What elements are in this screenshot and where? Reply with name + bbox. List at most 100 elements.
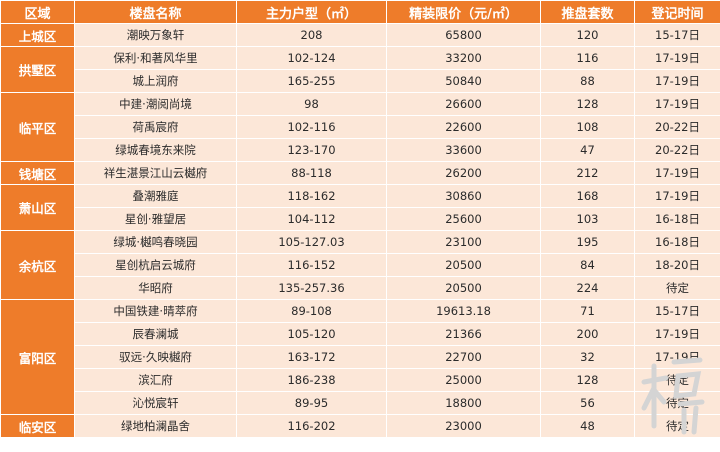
- unit-size-cell: 89-95: [236, 391, 387, 415]
- unit-size-cell: 105-120: [236, 322, 387, 346]
- unit-count-cell: 108: [540, 115, 635, 139]
- project-name-cell: 星创·雅望居: [74, 207, 237, 231]
- unit-count-cell: 84: [540, 253, 635, 277]
- project-name-cell: 祥生湛景江山云樾府: [74, 161, 237, 185]
- price-limit-cell: 65800: [386, 23, 541, 47]
- price-limit-cell: 26600: [386, 92, 541, 116]
- unit-count-cell: 48: [540, 414, 635, 438]
- project-name-cell: 绿城·樾鸣春晓园: [74, 230, 237, 254]
- table-row: 临平区 中建·潮阅尚境 98 26600 128 17-19日: [0, 92, 720, 162]
- project-name-cell: 绿地柏澜晶舍: [74, 414, 237, 438]
- header-unit-count: 推盘套数: [540, 0, 635, 24]
- table-row: 绿城春境东来院 123-170 33600 47 20-22日: [1, 138, 720, 162]
- unit-size-cell: 208: [236, 23, 387, 47]
- registration-time-cell: 待定: [634, 368, 720, 392]
- district-cell: 萧山区: [0, 184, 75, 231]
- table-row: 临安区 绿地柏澜晶舍 116-202 23000 48 待定: [0, 414, 720, 438]
- unit-count-cell: 128: [540, 92, 635, 116]
- registration-time-cell: 17-19日: [634, 161, 720, 185]
- price-limit-cell: 18800: [386, 391, 541, 415]
- unit-size-cell: 102-116: [236, 115, 387, 139]
- unit-count-cell: 32: [540, 345, 635, 369]
- registration-time-cell: 15-17日: [634, 299, 720, 323]
- unit-count-cell: 47: [540, 138, 635, 162]
- unit-count-cell: 103: [540, 207, 635, 231]
- project-name-cell: 中建·潮阅尚境: [74, 92, 237, 116]
- registration-time-cell: 16-18日: [634, 230, 720, 254]
- price-limit-cell: 25000: [386, 368, 541, 392]
- registration-time-cell: 17-19日: [634, 322, 720, 346]
- unit-size-cell: 98: [236, 92, 387, 116]
- table-row: 余杭区 绿城·樾鸣春晓园 105-127.03 23100 195 16-18日: [0, 230, 720, 300]
- price-limit-cell: 23100: [386, 230, 541, 254]
- project-name-cell: 沁悦宸轩: [74, 391, 237, 415]
- price-limit-cell: 21366: [386, 322, 541, 346]
- unit-size-cell: 116-202: [236, 414, 387, 438]
- price-limit-cell: 33600: [386, 138, 541, 162]
- registration-time-cell: 17-19日: [634, 46, 720, 70]
- header-project-name: 楼盘名称: [74, 0, 237, 24]
- table-body: 上城区 潮映万象轩 208 65800 120 15-17日 拱墅区 保利·和著风华里 102-…: [0, 23, 720, 438]
- table-row: 上城区 潮映万象轩 208 65800 120 15-17日: [0, 23, 720, 47]
- price-limit-cell: 22600: [386, 115, 541, 139]
- district-cell: 富阳区: [0, 299, 75, 415]
- price-limit-cell: 50840: [386, 69, 541, 93]
- price-limit-cell: 22700: [386, 345, 541, 369]
- unit-size-cell: 135-257.36: [236, 276, 387, 300]
- registration-time-cell: 17-19日: [634, 184, 720, 208]
- registration-time-cell: 17-19日: [634, 92, 720, 116]
- project-name-cell: 保利·和著风华里: [74, 46, 237, 70]
- district-cell: 余杭区: [0, 230, 75, 300]
- unit-size-cell: 89-108: [236, 299, 387, 323]
- unit-size-cell: 104-112: [236, 207, 387, 231]
- table-row: 滨汇府 186-238 25000 128 待定: [1, 368, 720, 392]
- registration-time-cell: 待定: [634, 414, 720, 438]
- header-row: 区域 楼盘名称 主力户型（㎡） 精装限价（元/㎡） 推盘套数 登记时间: [0, 0, 720, 24]
- header-registration-time: 登记时间: [634, 0, 720, 24]
- price-limit-cell: 33200: [386, 46, 541, 70]
- header-unit-size: 主力户型（㎡）: [236, 0, 387, 24]
- registration-time-cell: 待定: [634, 276, 720, 300]
- registration-time-cell: 17-19日: [634, 69, 720, 93]
- table-row: 辰春澜城 105-120 21366 200 17-19日: [1, 322, 720, 346]
- project-name-cell: 荷禹宸府: [74, 115, 237, 139]
- price-limit-cell: 30860: [386, 184, 541, 208]
- table-row: 沁悦宸轩 89-95 18800 56 待定: [1, 391, 720, 415]
- registration-time-cell: 20-22日: [634, 115, 720, 139]
- district-cell: 临安区: [0, 414, 75, 438]
- unit-size-cell: 116-152: [236, 253, 387, 277]
- price-limit-cell: 19613.18: [386, 299, 541, 323]
- unit-size-cell: 165-255: [236, 69, 387, 93]
- table-header: 区域 楼盘名称 主力户型（㎡） 精装限价（元/㎡） 推盘套数 登记时间: [0, 0, 720, 24]
- registration-time-cell: 16-18日: [634, 207, 720, 231]
- registration-time-cell: 18-20日: [634, 253, 720, 277]
- project-name-cell: 绿城春境东来院: [74, 138, 237, 162]
- header-price-limit: 精装限价（元/㎡）: [386, 0, 541, 24]
- table-row: 华昭府 135-257.36 20500 224 待定: [1, 276, 720, 300]
- unit-count-cell: 195: [540, 230, 635, 254]
- unit-size-cell: 88-118: [236, 161, 387, 185]
- project-name-cell: 滨汇府: [74, 368, 237, 392]
- unit-count-cell: 224: [540, 276, 635, 300]
- project-name-cell: 城上润府: [74, 69, 237, 93]
- district-cell: 临平区: [0, 92, 75, 162]
- unit-count-cell: 56: [540, 391, 635, 415]
- project-name-cell: 中国铁建·晴萃府: [74, 299, 237, 323]
- housing-registration-table: 区域 楼盘名称 主力户型（㎡） 精装限价（元/㎡） 推盘套数 登记时间 上城区潮…: [0, 0, 720, 438]
- price-limit-cell: 20500: [386, 276, 541, 300]
- table-row: 富阳区 中国铁建·晴萃府 89-108 19613.18 71 15-17日: [0, 299, 720, 415]
- district-cell: 拱墅区: [0, 46, 75, 93]
- district-cell: 上城区: [0, 23, 75, 47]
- unit-size-cell: 186-238: [236, 368, 387, 392]
- table-row: 驭远·久映樾府 163-172 22700 32 17-19日: [1, 345, 720, 369]
- unit-count-cell: 71: [540, 299, 635, 323]
- table-row: 拱墅区 保利·和著风华里 102-124 33200 116 17-19日: [0, 46, 720, 93]
- table-row: 钱塘区 祥生湛景江山云樾府 88-118 26200 212 17-19日: [0, 161, 720, 185]
- registration-time-cell: 15-17日: [634, 23, 720, 47]
- unit-count-cell: 120: [540, 23, 635, 47]
- unit-count-cell: 88: [540, 69, 635, 93]
- price-limit-cell: 26200: [386, 161, 541, 185]
- unit-size-cell: 105-127.03: [236, 230, 387, 254]
- registration-time-cell: 20-22日: [634, 138, 720, 162]
- unit-count-cell: 212: [540, 161, 635, 185]
